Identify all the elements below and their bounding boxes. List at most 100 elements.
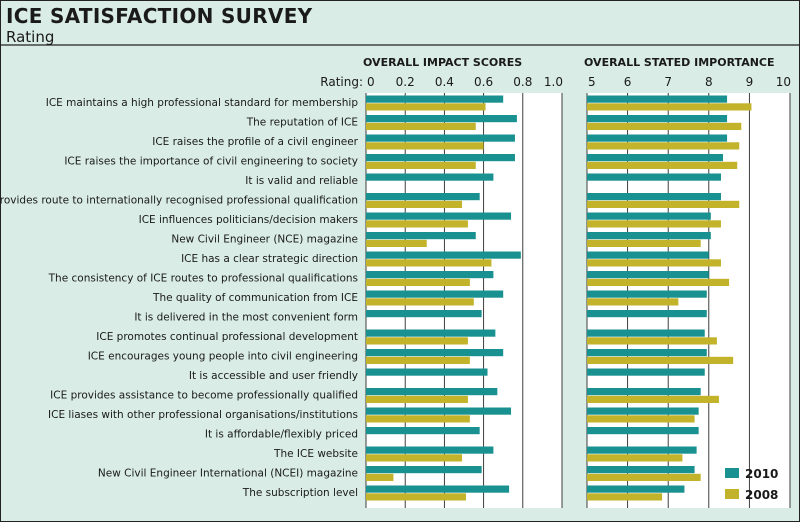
bar-2008 bbox=[366, 103, 486, 111]
bar-2008 bbox=[587, 161, 738, 169]
bar-2008 bbox=[587, 298, 679, 306]
bar-2010 bbox=[366, 173, 494, 181]
bar-2010 bbox=[366, 310, 482, 318]
category-label: It is accessible and user friendly bbox=[189, 370, 358, 382]
bar-2008 bbox=[366, 337, 468, 345]
bar-2010 bbox=[587, 349, 707, 357]
bar-2008 bbox=[366, 161, 476, 169]
bar-2010 bbox=[587, 427, 699, 435]
bar-2008 bbox=[587, 337, 717, 345]
category-label: The reputation of ICE bbox=[246, 117, 358, 129]
bar-2008 bbox=[587, 278, 730, 286]
bar-2008 bbox=[366, 200, 463, 208]
category-label: New Civil Engineer (NCE) magazine bbox=[171, 234, 358, 246]
bar-2008 bbox=[366, 493, 466, 501]
category-label: The consistency of ICE routes to profess… bbox=[48, 273, 358, 285]
bar-2008 bbox=[587, 395, 719, 403]
bar-2010 bbox=[587, 310, 707, 318]
bar-2008 bbox=[587, 103, 752, 111]
category-label: New Civil Engineer International (NCEI) … bbox=[98, 468, 358, 480]
bar-2010 bbox=[366, 446, 494, 454]
category-label: It is valid and reliable bbox=[245, 175, 358, 187]
tick-label: 0.4 bbox=[435, 75, 454, 89]
page-title: ICE SATISFACTION SURVEY bbox=[6, 4, 313, 28]
bar-2010 bbox=[587, 329, 705, 337]
tick-label: 0.6 bbox=[474, 75, 493, 89]
bar-2010 bbox=[587, 407, 699, 415]
bar-2010 bbox=[366, 251, 521, 259]
bar-2010 bbox=[587, 154, 724, 162]
tick-label: 5 bbox=[588, 75, 596, 89]
panel-title-2: OVERALL STATED IMPORTANCE bbox=[584, 56, 775, 69]
bar-2010 bbox=[366, 329, 496, 337]
bar-2008 bbox=[366, 259, 492, 267]
category-label: ICE influences politicians/decision make… bbox=[139, 214, 358, 226]
bar-2010 bbox=[366, 193, 480, 201]
bar-2010 bbox=[587, 134, 728, 142]
bar-2010 bbox=[366, 368, 488, 376]
bar-2010 bbox=[366, 466, 482, 474]
bar-2008 bbox=[587, 200, 740, 208]
bar-2010 bbox=[587, 290, 707, 298]
bar-2008 bbox=[366, 142, 484, 150]
bar-2010 bbox=[587, 271, 709, 279]
bar-2008 bbox=[366, 122, 476, 130]
bar-2010 bbox=[366, 485, 510, 493]
bar-2010 bbox=[587, 173, 721, 181]
bar-2008 bbox=[366, 220, 468, 228]
bar-2010 bbox=[366, 388, 498, 396]
bar-2010 bbox=[587, 232, 711, 240]
bar-2010 bbox=[587, 485, 685, 493]
bar-2010 bbox=[587, 115, 728, 123]
category-label: ICE liases with other professional organ… bbox=[48, 409, 358, 421]
bar-2010 bbox=[587, 446, 697, 454]
category-label: ICE maintains a high professional standa… bbox=[46, 97, 359, 109]
legend-swatch-2008 bbox=[725, 489, 739, 499]
rating-label: Rating: bbox=[320, 75, 363, 89]
bar-2008 bbox=[366, 298, 474, 306]
category-label: ICE provides assistance to become profes… bbox=[50, 390, 358, 402]
tick-label: 0.2 bbox=[396, 75, 415, 89]
category-label: ICE raises the profile of a civil engine… bbox=[152, 136, 358, 148]
category-label: It is delivered in the most convenient f… bbox=[134, 312, 358, 324]
bar-2010 bbox=[366, 290, 504, 298]
tick-label: 0.8 bbox=[513, 75, 532, 89]
category-label: The quality of communication from ICE bbox=[152, 292, 358, 304]
bar-2008 bbox=[587, 493, 663, 501]
bar-2010 bbox=[366, 232, 476, 240]
bar-2010 bbox=[366, 349, 504, 357]
bar-2010 bbox=[587, 388, 701, 396]
bar-2008 bbox=[587, 122, 742, 130]
category-label: ICE has a clear strategic direction bbox=[181, 253, 358, 265]
category-label: ICE encourages young people into civil e… bbox=[88, 351, 358, 363]
bar-2010 bbox=[587, 368, 705, 376]
bar-2010 bbox=[587, 193, 721, 201]
legend-swatch-2010 bbox=[725, 468, 739, 478]
bar-2010 bbox=[366, 271, 494, 279]
bar-2008 bbox=[587, 239, 701, 247]
legend-label-2010: 2010 bbox=[745, 467, 778, 481]
bar-2008 bbox=[366, 278, 470, 286]
bar-2010 bbox=[366, 154, 515, 162]
bar-2008 bbox=[587, 473, 701, 481]
bar-2008 bbox=[366, 454, 463, 462]
tick-label: 6 bbox=[624, 75, 632, 89]
tick-label: 1.0 bbox=[544, 75, 563, 89]
bar-2008 bbox=[366, 395, 468, 403]
category-label: It is affordable/flexibly priced bbox=[205, 429, 358, 441]
bar-2010 bbox=[587, 95, 728, 103]
bar-2008 bbox=[366, 356, 470, 364]
tick-label: 9 bbox=[746, 75, 754, 89]
bar-2008 bbox=[587, 142, 740, 150]
bar-2008 bbox=[366, 239, 427, 247]
category-label: ICE provides route to internationally re… bbox=[0, 195, 358, 207]
bar-2010 bbox=[366, 115, 517, 123]
bar-2008 bbox=[587, 415, 695, 423]
category-label: The ICE website bbox=[273, 448, 358, 460]
legend-label-2008: 2008 bbox=[745, 488, 778, 502]
category-label: ICE promotes continual professional deve… bbox=[96, 331, 358, 343]
tick-label: 10 bbox=[776, 75, 791, 89]
bar-2010 bbox=[587, 251, 709, 259]
bar-2008 bbox=[587, 356, 734, 364]
